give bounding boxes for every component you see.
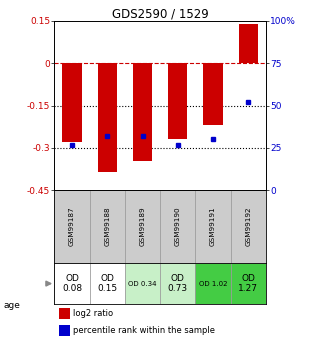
Text: OD
0.15: OD 0.15 [97,274,117,293]
Bar [231,263,266,304]
Text: OD
0.73: OD 0.73 [168,274,188,293]
Bar [195,263,231,304]
Bar [168,63,188,139]
Text: OD 0.34: OD 0.34 [128,280,157,287]
Bar [54,263,90,304]
Text: GSM99192: GSM99192 [245,207,251,246]
Bar [90,263,125,304]
Text: GSM99191: GSM99191 [210,207,216,246]
Bar [98,63,117,172]
Text: OD
1.27: OD 1.27 [238,274,258,293]
Text: GSM99190: GSM99190 [175,207,181,246]
Bar [231,190,266,263]
Bar [125,190,160,263]
Bar [160,190,195,263]
Bar [90,190,125,263]
Bar [59,308,70,319]
Text: GSM99188: GSM99188 [104,207,110,246]
Bar [62,63,82,142]
Bar [59,325,70,336]
Text: OD 1.02: OD 1.02 [199,280,227,287]
Bar [160,263,195,304]
Title: GDS2590 / 1529: GDS2590 / 1529 [112,8,209,21]
Bar [133,63,152,161]
Bar [195,190,231,263]
Bar [203,63,223,125]
Text: OD
0.08: OD 0.08 [62,274,82,293]
Bar [125,263,160,304]
Text: percentile rank within the sample: percentile rank within the sample [73,326,216,335]
Bar [239,23,258,63]
Text: log2 ratio: log2 ratio [73,309,114,318]
Bar [54,190,90,263]
Text: age: age [3,301,20,310]
Text: GSM99189: GSM99189 [140,207,146,246]
Text: GSM99187: GSM99187 [69,207,75,246]
